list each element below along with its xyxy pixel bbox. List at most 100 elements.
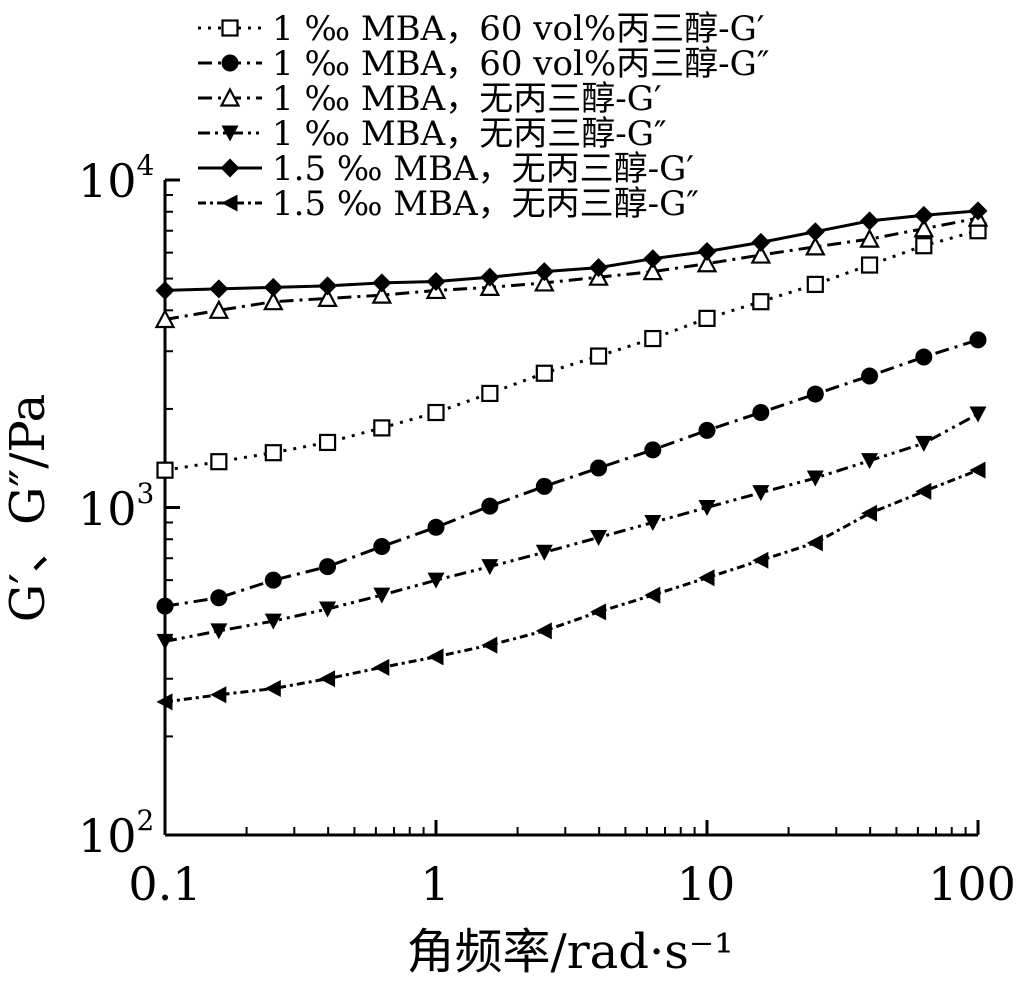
data-point: [644, 514, 662, 531]
data-point: [319, 558, 337, 576]
data-point: [968, 201, 988, 221]
data-point: [969, 331, 987, 349]
data-point: [969, 406, 987, 423]
y-minor-ticks: [165, 193, 173, 738]
data-point: [481, 559, 499, 576]
data-point: [590, 459, 608, 477]
data-point: [969, 461, 986, 479]
data-point: [319, 670, 336, 688]
data-point: [156, 693, 173, 711]
data-point: [752, 293, 770, 311]
legend-item: 1 ‰ MBA，无丙三醇-G′: [198, 79, 662, 119]
data-point: [318, 433, 337, 452]
legend: 1 ‰ MBA，60 vol%丙三醇-G′1 ‰ MBA，60 vol%丙三醇-…: [198, 9, 770, 224]
series-3: [154, 207, 989, 329]
legend-label: 1 ‰ MBA，60 vol%丙三醇-G′: [272, 9, 765, 49]
data-point: [913, 217, 935, 238]
data-point: [806, 275, 824, 293]
x-tick-label: 1: [420, 857, 449, 911]
data-point: [861, 453, 879, 470]
data-point: [696, 252, 718, 273]
legend-item: 1 ‰ MBA，60 vol%丙三醇-G″: [198, 44, 770, 84]
data-point: [915, 348, 933, 366]
data-point: [156, 597, 174, 615]
x-tick-label: 100: [928, 857, 1016, 911]
data-point: [264, 444, 282, 462]
series-line: [164, 468, 979, 704]
x-axis-title: 角频率/rad·s⁻¹: [407, 924, 734, 980]
data-point: [589, 258, 609, 278]
series-line: [164, 338, 979, 608]
data-point: [534, 262, 554, 282]
data-point: [698, 500, 716, 516]
axes: [163, 178, 980, 837]
data-point: [154, 308, 176, 329]
data-point: [156, 633, 174, 650]
data-point: [589, 347, 608, 365]
data-point: [317, 287, 338, 307]
data-point: [590, 603, 607, 621]
data-point: [318, 276, 338, 296]
series-layer: [154, 201, 989, 711]
data-point: [319, 601, 337, 618]
data-point: [698, 421, 716, 439]
legend-marker: [220, 158, 240, 178]
y-major-ticks: [165, 178, 180, 837]
series-6: [156, 461, 986, 711]
data-point: [209, 279, 229, 299]
data-point: [264, 680, 281, 698]
series-2: [156, 331, 987, 615]
data-point: [914, 205, 934, 225]
data-point: [372, 273, 392, 293]
data-point: [156, 461, 174, 479]
data-point: [373, 587, 391, 604]
data-point: [427, 518, 445, 536]
data-point: [264, 613, 282, 630]
data-point: [861, 504, 878, 522]
legend-item: 1 ‰ MBA，60 vol%丙三醇-G′: [198, 9, 765, 49]
data-point: [806, 385, 824, 403]
data-point: [479, 276, 501, 296]
data-point: [915, 482, 932, 500]
data-point: [481, 384, 499, 403]
series-line: [164, 412, 979, 643]
legend-marker: [221, 194, 238, 212]
data-point: [535, 364, 553, 382]
data-point: [210, 589, 228, 607]
series-1: [156, 222, 987, 479]
series-line: [164, 229, 979, 472]
y-tick-label: 104: [78, 149, 154, 208]
data-point: [535, 622, 552, 640]
data-point: [859, 228, 880, 248]
legend-marker: [221, 19, 239, 37]
series-4: [156, 406, 987, 650]
data-point: [426, 271, 446, 291]
series-line: [164, 209, 979, 292]
data-point: [644, 586, 661, 604]
data-point: [373, 658, 390, 676]
data-point: [533, 272, 555, 292]
data-point: [804, 236, 826, 256]
data-point: [535, 477, 553, 495]
data-point: [590, 529, 608, 546]
data-point: [697, 241, 717, 261]
data-point: [210, 623, 228, 640]
x-major-ticks: [163, 820, 980, 835]
data-point: [861, 367, 879, 385]
data-point: [642, 260, 664, 281]
x-tick-labels: 0.1 1 10 100: [128, 857, 1015, 911]
data-point: [915, 237, 933, 255]
x-tick-label: 10: [677, 857, 736, 911]
data-point: [427, 572, 445, 589]
data-point: [263, 277, 283, 297]
data-point: [210, 453, 228, 471]
data-point: [752, 485, 770, 502]
data-point: [155, 280, 175, 300]
data-point: [371, 284, 393, 304]
legend-item: 1.5 ‰ MBA，无丙三醇-G″: [198, 184, 699, 224]
data-point: [427, 403, 445, 422]
legend-label: 1 ‰ MBA，无丙三醇-G″: [272, 114, 667, 154]
data-point: [264, 571, 282, 589]
data-point: [644, 441, 662, 459]
data-point: [806, 534, 823, 552]
